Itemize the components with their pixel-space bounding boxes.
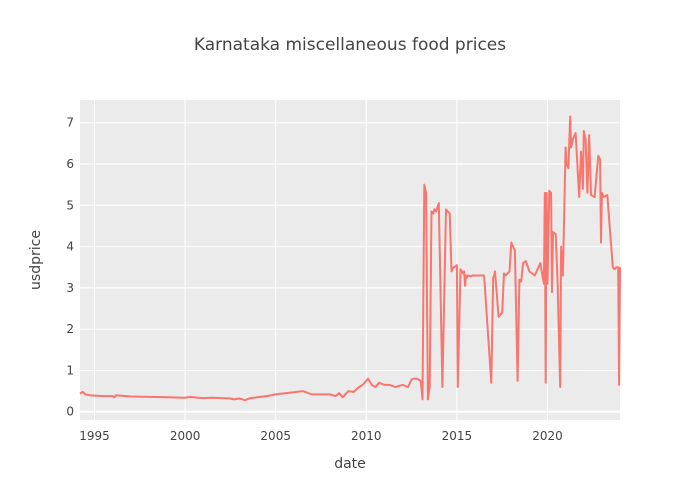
x-tick-labels: 1995 2000 2005 2010 2015 2020 <box>79 429 563 443</box>
y-tick-label: 3 <box>66 281 74 295</box>
plot-area <box>80 100 620 420</box>
chart-title: Karnataka miscellaneous food prices <box>194 35 506 55</box>
y-tick-label: 7 <box>66 116 74 130</box>
y-tick-label: 6 <box>66 157 74 171</box>
y-tick-label: 0 <box>66 405 74 419</box>
x-axis-title: date <box>334 456 366 472</box>
series-line-usdprice <box>79 115 621 402</box>
y-tick-label: 1 <box>66 363 74 377</box>
series-layer <box>79 115 621 402</box>
x-tick-label: 2005 <box>260 429 291 443</box>
y-tick-label: 5 <box>66 198 74 212</box>
x-tick-label: 2010 <box>351 429 382 443</box>
y-tick-label: 4 <box>66 240 74 254</box>
y-axis-title: usdprice <box>28 230 44 290</box>
y-tick-labels: 0 1 2 3 4 5 6 7 <box>66 116 74 419</box>
x-tick-label: 2000 <box>170 429 201 443</box>
x-tick-label: 2015 <box>442 429 473 443</box>
x-tick-label: 1995 <box>79 429 110 443</box>
y-tick-label: 2 <box>66 322 74 336</box>
x-tick-label: 2020 <box>532 429 563 443</box>
gridlines <box>80 100 620 420</box>
